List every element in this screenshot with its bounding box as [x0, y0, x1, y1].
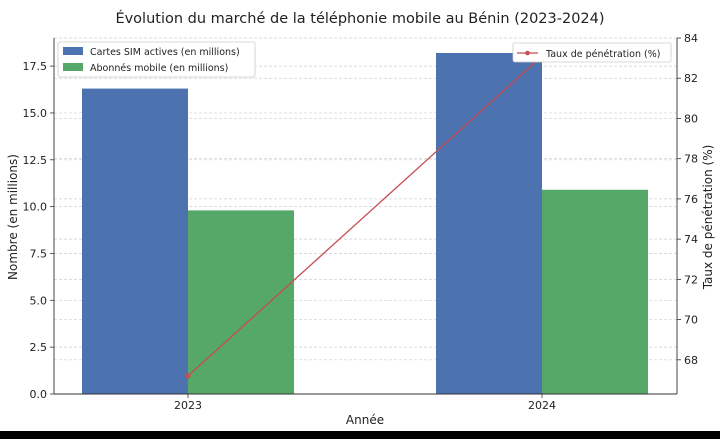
bar-sim-2023 — [82, 88, 188, 394]
y2-tick-label: 82 — [684, 72, 698, 85]
x-axis-label: Année — [346, 413, 384, 427]
legend-box — [57, 41, 256, 78]
y2-tick-label: 70 — [684, 314, 698, 327]
bar-subscribers-2023 — [188, 210, 294, 394]
legend-label-penetration: Taux de pénétration (%) — [545, 49, 660, 60]
y2-tick-label: 68 — [684, 354, 698, 367]
chart-title: Évolution du marché de la téléphonie mob… — [115, 10, 604, 27]
legend-label-sim: Cartes SIM actives (en millions) — [90, 47, 240, 58]
y-tick-label: 10.0 — [23, 201, 48, 214]
y-tick-label: 15.0 — [23, 107, 48, 120]
penetration-point-2023 — [185, 373, 191, 379]
y2-tick-label: 74 — [684, 233, 698, 246]
grid-lines — [54, 37, 677, 395]
y2-tick-label: 76 — [684, 193, 698, 206]
y2-tick-label: 78 — [684, 153, 698, 166]
y-tick-label: 5.0 — [30, 294, 48, 307]
legend-line: Taux de pénétration (%) — [512, 42, 672, 63]
y-tick-label: 17.5 — [23, 60, 48, 73]
y-tick-label: 0.0 — [30, 388, 48, 401]
y2-tick-label: 72 — [684, 273, 698, 286]
legend-box — [512, 42, 672, 63]
axes-layer: 0.0 2.5 5.0 7.5 10.0 12.5 15.0 17.5 68 70 72 74 76 78… — [23, 32, 699, 412]
y2-tick-label: 84 — [684, 32, 698, 45]
legend-marker-icon — [525, 50, 530, 56]
x-tick-label-2024: 2024 — [528, 399, 556, 412]
legend-label-subscribers: Abonnés mobile (en millions) — [90, 63, 228, 74]
y-tick-label: 12.5 — [23, 154, 48, 167]
penetration-line — [187, 55, 543, 377]
y-tick-label: 2.5 — [30, 341, 48, 354]
x-tick-label-2023: 2023 — [174, 399, 202, 412]
bar-subscribers-2024 — [542, 189, 648, 394]
bars-layer — [82, 52, 648, 395]
y-axis-label: Nombre (en millions) — [6, 154, 20, 280]
legend-swatch-sim — [63, 47, 83, 55]
y2-tick-label: 80 — [684, 112, 698, 125]
legend-swatch-subscribers — [63, 63, 83, 71]
y-tick-label: 7.5 — [30, 247, 48, 260]
bar-sim-2024 — [436, 52, 542, 395]
legend-bars: Cartes SIM actives (en millions) Abonnés… — [57, 41, 256, 78]
y2-axis-label: Taux de pénétration (%) — [701, 145, 715, 291]
